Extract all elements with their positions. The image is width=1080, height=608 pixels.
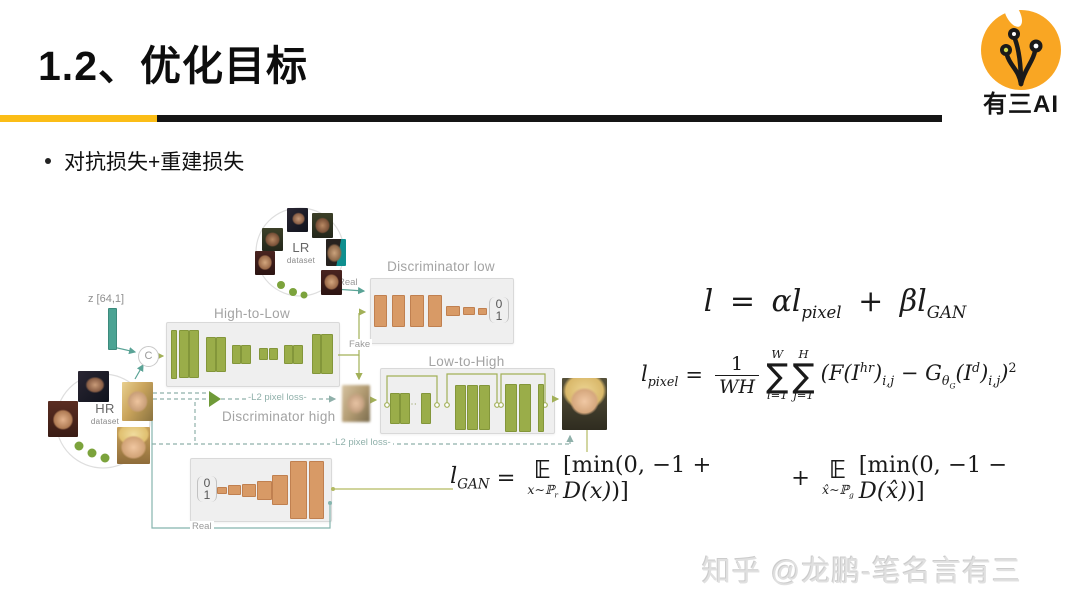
lr-face-4: [321, 270, 342, 295]
disc-low-layer-bar: [392, 295, 405, 327]
h2l-layer-bar: [206, 336, 216, 372]
output-zero: 0: [203, 476, 211, 490]
l2h-layer-bar: [479, 384, 490, 430]
l2h-layer-bar: [455, 384, 466, 430]
l2h-layer-bar: [467, 384, 478, 430]
disc-high-layer-bar: [242, 483, 256, 497]
h2l-layer-bar: [312, 334, 321, 374]
lr-dataset-label: LR: [292, 240, 310, 255]
lr-face-1: [287, 208, 308, 232]
z-vector-bar: [108, 308, 117, 350]
hr-dataset-sublabel: dataset: [90, 417, 120, 426]
disc-low-layer-bar: [463, 307, 475, 315]
super-resolved-face: [562, 378, 607, 430]
disc-high-layer-bar: [228, 485, 241, 495]
disc-low-layer-bar: [478, 307, 487, 315]
h2l-layer-bar: [232, 344, 241, 364]
output-one: 1: [203, 488, 211, 502]
disc-high-layer-bar: [217, 486, 227, 494]
real-label-bottom: Real: [190, 521, 214, 532]
discriminator-low-output: 0 1: [489, 297, 509, 323]
disc-high-layer-bar: [257, 480, 272, 500]
disc-low-layer-bar: [410, 295, 424, 327]
h2l-layer-bar: [241, 344, 251, 364]
l2h-layer-bar: [505, 384, 517, 432]
l2h-layer-bar: [538, 384, 544, 432]
lr-dataset-sublabel: dataset: [286, 256, 316, 265]
l2h-layer-bar: [400, 392, 410, 424]
discriminator-high-label: Discriminator high: [222, 409, 336, 424]
disc-high-layer-bar: [290, 461, 307, 519]
formula-total-loss: l = αlpixel + βlGAN: [703, 284, 967, 322]
h2l-layer-bar: [284, 344, 293, 364]
l2-pixel-loss-label-bottom: -L2 pixel loss-: [330, 437, 393, 448]
l2h-layer-bar: [421, 392, 431, 424]
h2l-layer-bar: [321, 334, 333, 374]
discriminator-low-label: Discriminator low: [387, 259, 495, 274]
disc-high-layer-bar: [272, 475, 288, 505]
z-input-label: z [64,1]: [88, 293, 125, 305]
disc-low-layer-bar: [428, 295, 442, 327]
disc-low-layer-bar: [374, 295, 387, 327]
output-one: 1: [495, 309, 503, 323]
concat-node: C: [138, 346, 159, 367]
h2l-layer-bar: [259, 348, 268, 360]
watermark: 知乎 @龙鹏-笔名言有三: [701, 556, 1022, 588]
l2h-layer-bar: [390, 392, 400, 424]
discriminator-high-output: 0 1: [197, 476, 217, 502]
lr-face-6: [255, 251, 275, 275]
l2-pixel-loss-label-top: -L2 pixel loss-: [246, 392, 309, 403]
formula-pixel-loss: lpixel = 1 WH W ∑ i=1 H ∑ j=1 (F(Ihr)i,j − Gθ…: [641, 347, 1017, 403]
output-zero: 0: [495, 297, 503, 311]
bullet-icon: [45, 158, 51, 164]
h2l-layer-bar: [293, 344, 303, 364]
layer-ellipsis: ⋯: [407, 399, 418, 410]
lr-face-3: [326, 239, 346, 266]
hr-dataset-label: HR: [95, 401, 115, 416]
hr-face-2: [48, 401, 78, 437]
h2l-layer-bar: [171, 329, 177, 379]
lr-face-2: [312, 213, 333, 238]
logo-wordmark: 有三AI: [983, 91, 1059, 118]
generated-lowres-face: [342, 385, 370, 422]
yousan-ai-logo: [972, 1, 1070, 95]
divider-accent: [0, 115, 157, 122]
hr-face-1: [78, 371, 109, 402]
lr-face-5: [262, 228, 283, 251]
bullet-text: 对抗损失+重建损失: [64, 151, 245, 174]
divider-line: [157, 115, 942, 122]
low-to-high-label: Low-to-High: [428, 354, 505, 369]
disc-high-layer-bar: [309, 461, 324, 519]
hr-face-3: [117, 427, 150, 464]
logo-icon: [981, 1, 1061, 90]
hr-face-input: [122, 382, 153, 421]
high-to-low-label: High-to-Low: [213, 306, 291, 321]
fake-label: Fake: [347, 339, 373, 350]
real-label-top: Real: [338, 277, 358, 288]
disc-low-layer-bar: [446, 306, 460, 316]
h2l-layer-bar: [269, 348, 278, 360]
h2l-layer-bar: [189, 330, 199, 378]
h2l-layer-bar: [179, 330, 189, 378]
page-title: 1.2、优化目标: [38, 43, 308, 89]
l2h-layer-bar: [519, 384, 531, 432]
h2l-layer-bar: [216, 336, 226, 372]
